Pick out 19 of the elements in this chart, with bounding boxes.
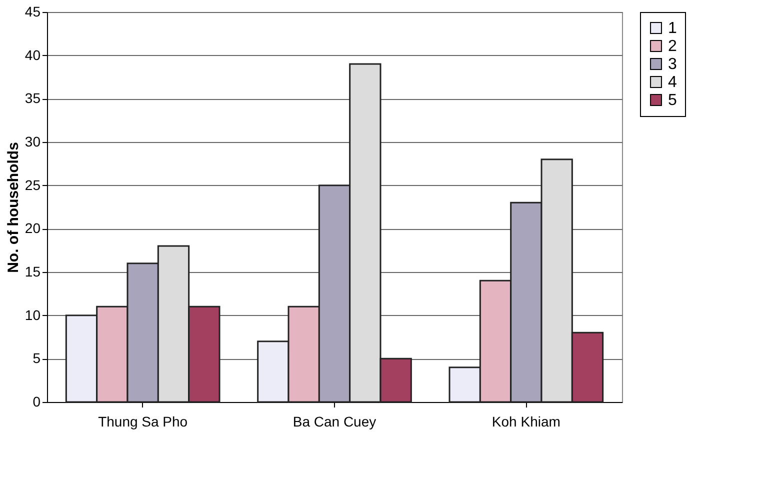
y-tick-label: 45 <box>24 4 41 20</box>
y-tick-label: 20 <box>24 220 41 236</box>
y-tick-label: 15 <box>24 264 41 280</box>
x-tick-label: Ba Can Cuey <box>292 414 376 430</box>
y-tick-label: 35 <box>24 90 41 106</box>
legend-label: 1 <box>668 20 677 37</box>
legend-label: 2 <box>668 38 677 55</box>
y-tick-label: 5 <box>32 350 41 366</box>
x-tick-label: Koh Khiam <box>492 414 560 430</box>
legend-label: 3 <box>668 56 677 73</box>
legend-label: 5 <box>668 92 677 109</box>
y-axis-title: No. of households <box>4 142 22 273</box>
legend-label: 4 <box>668 74 677 91</box>
x-tick-label: Thung Sa Pho <box>98 414 188 430</box>
y-tick-label: 0 <box>32 394 41 410</box>
y-tick-label: 30 <box>24 134 41 150</box>
y-tick-label: 10 <box>24 306 41 323</box>
y-tick-label: 40 <box>24 46 41 63</box>
y-tick-label: 25 <box>24 176 41 193</box>
